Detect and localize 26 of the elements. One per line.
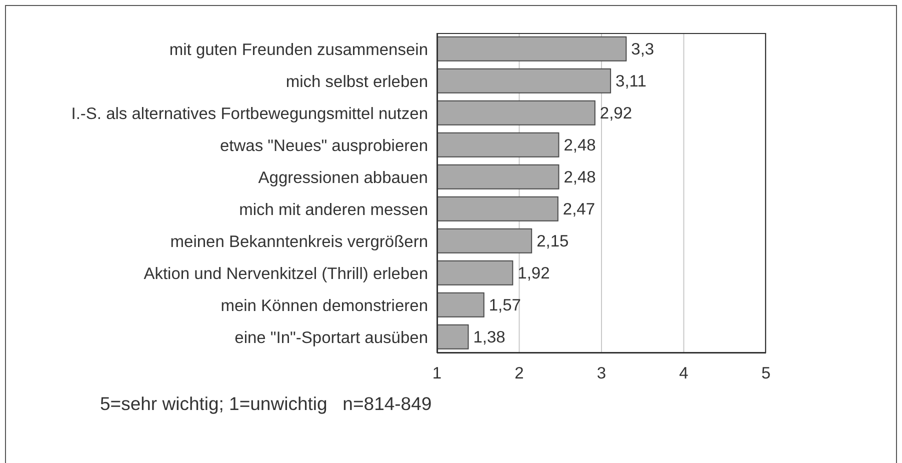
- x-tick-label: 2: [514, 364, 524, 383]
- y-tick-label: mich mit anderen messen: [239, 200, 428, 219]
- data-label: 3,11: [616, 72, 646, 91]
- data-label: 2,92: [600, 104, 632, 123]
- data-label: 3,3: [631, 40, 654, 59]
- data-label: 1,38: [473, 328, 506, 347]
- data-label: 2,48: [564, 136, 596, 155]
- x-tick-label: 4: [679, 364, 688, 383]
- y-tick-label: meinen Bekanntenkreis vergrößern: [170, 232, 428, 251]
- text: 5=sehr wichtig; 1=unwichtig n=814-849: [100, 393, 432, 415]
- y-tick-label: eine "In"-Sportart ausüben: [234, 328, 428, 347]
- data-label: 2,48: [564, 168, 596, 187]
- y-tick-label: Aggressionen abbauen: [258, 168, 428, 187]
- y-tick-label: mit guten Freunden zusammensein: [169, 40, 428, 59]
- y-tick-label: mich selbst erleben: [286, 72, 428, 91]
- x-tick-label: 3: [596, 364, 606, 383]
- data-label: 2,47: [562, 200, 596, 219]
- y-tick-label: Aktion und Nervenkitzel (Thrill) erleben: [144, 264, 428, 283]
- data-label: 2,15: [536, 232, 569, 251]
- x-tick-label: 5: [761, 364, 771, 383]
- y-tick-label: etwas "Neues" ausprobieren: [220, 136, 428, 155]
- data-label: 1,92: [518, 264, 550, 283]
- data-label: 1,57: [488, 296, 522, 315]
- y-tick-label: mein Können demonstrieren: [220, 296, 428, 315]
- y-tick-label: I.-S. als alternatives Fortbewegungsmittel nutzen: [71, 104, 428, 123]
- x-tick-label: 1: [432, 364, 442, 383]
